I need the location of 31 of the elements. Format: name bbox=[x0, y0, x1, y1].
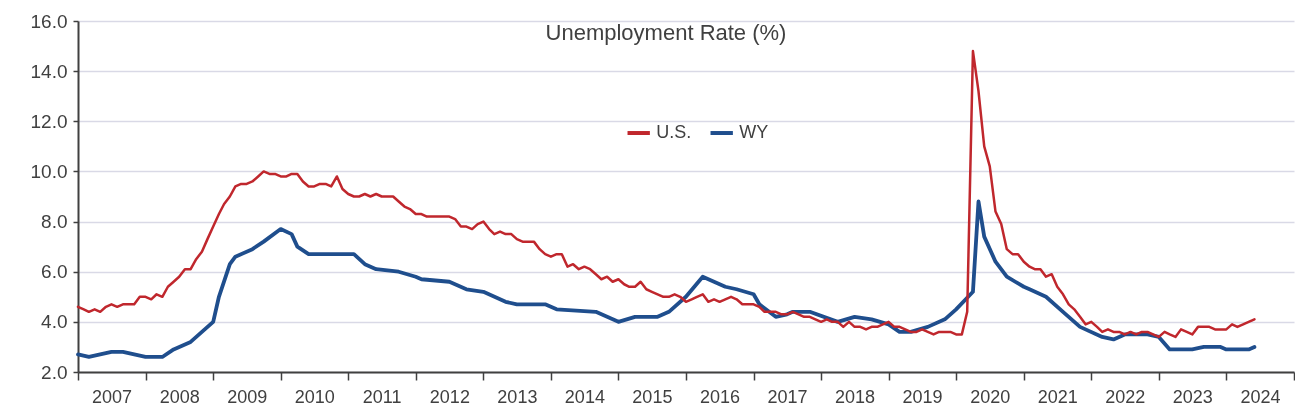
y-tick-label: 6.0 bbox=[41, 261, 68, 283]
x-tick-label: 2022 bbox=[1105, 386, 1146, 407]
legend-label: U.S. bbox=[656, 122, 692, 143]
y-tick-label: 4.0 bbox=[41, 311, 68, 333]
x-tick-label: 2016 bbox=[700, 386, 741, 407]
y-tick-label: 14.0 bbox=[30, 60, 68, 82]
x-tick-label: 2019 bbox=[902, 386, 943, 407]
legend-label: WY bbox=[739, 122, 769, 143]
x-tick-label: 2007 bbox=[91, 386, 132, 407]
x-tick-label: 2012 bbox=[429, 386, 470, 407]
x-tick-label: 2017 bbox=[767, 386, 808, 407]
x-tick-label: 2008 bbox=[159, 386, 200, 407]
y-tick-label: 10.0 bbox=[30, 160, 68, 182]
x-tick-label: 2015 bbox=[632, 386, 673, 407]
y-tick-label: 16.0 bbox=[30, 10, 68, 32]
x-tick-label: 2010 bbox=[294, 386, 335, 407]
y-tick-label: 8.0 bbox=[41, 211, 68, 233]
chart-title: Unemployment Rate (%) bbox=[545, 20, 787, 45]
x-tick-label: 2023 bbox=[1172, 386, 1213, 407]
x-tick-label: 2014 bbox=[564, 386, 605, 407]
x-tick-label: 2009 bbox=[227, 386, 268, 407]
line-series bbox=[76, 49, 1256, 339]
x-tick-label: 2024 bbox=[1240, 386, 1281, 407]
x-tick-label: 2013 bbox=[497, 386, 538, 407]
x-tick-label: 2021 bbox=[1037, 386, 1078, 407]
x-tick-label: 2020 bbox=[970, 386, 1011, 407]
x-tick-label: 2018 bbox=[835, 386, 876, 407]
y-tick-label: 12.0 bbox=[30, 110, 68, 132]
x-tick-label: 2011 bbox=[362, 386, 402, 407]
line-series bbox=[76, 199, 1257, 359]
y-tick-label: 2.0 bbox=[41, 361, 68, 383]
